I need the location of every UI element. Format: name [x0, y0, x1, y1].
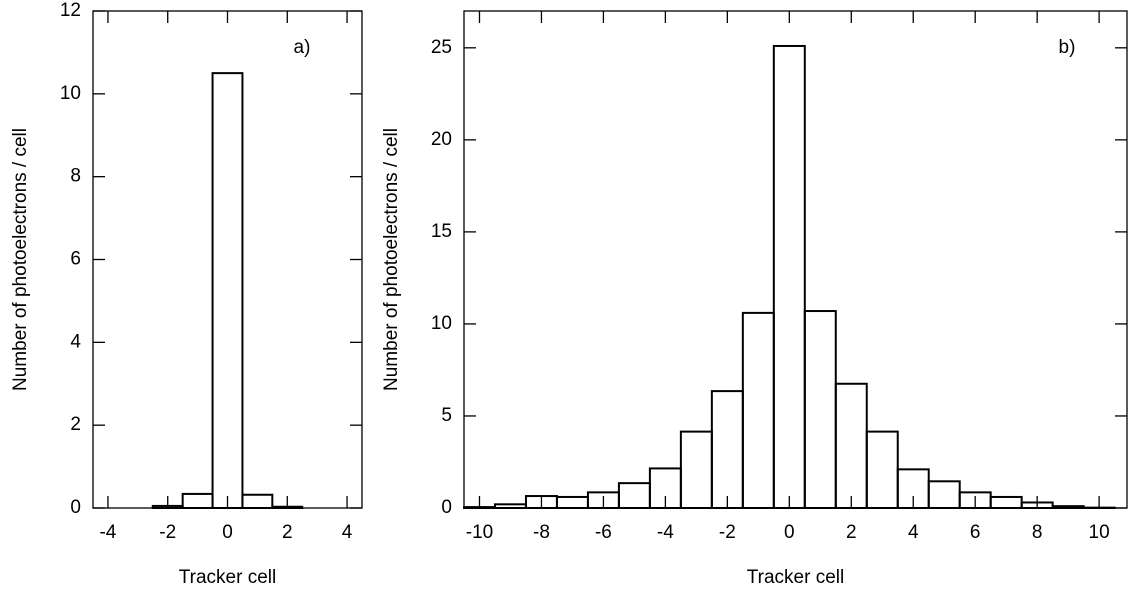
y-tick-label: 5 — [441, 405, 452, 426]
y-tick-label: 10 — [431, 313, 452, 334]
x-tick-label: 0 — [784, 522, 795, 543]
y-tick-label: 0 — [70, 497, 81, 518]
y-tick-label: 12 — [60, 0, 81, 21]
x-axis-label: Tracker cell — [747, 567, 844, 588]
bar — [803, 310, 837, 509]
panel-label: a) — [294, 37, 311, 58]
bar — [834, 382, 868, 509]
y-tick-label: 25 — [431, 37, 452, 58]
panel-label: b) — [1059, 37, 1076, 58]
x-tick-label: 6 — [970, 522, 981, 543]
y-tick-label: 15 — [431, 221, 452, 242]
bar — [865, 430, 899, 509]
x-tick-label: -2 — [719, 522, 736, 543]
bar — [741, 311, 775, 509]
y-tick-label: 10 — [60, 83, 81, 104]
y-tick-label: 0 — [441, 497, 452, 518]
x-tick-label: 8 — [1032, 522, 1043, 543]
y-tick-label: 6 — [70, 249, 81, 270]
x-tick-label: -6 — [595, 522, 612, 543]
x-tick-label: 2 — [282, 522, 293, 543]
bar — [241, 493, 274, 510]
axes-frame — [92, 10, 363, 509]
x-tick-label: 2 — [846, 522, 857, 543]
bar — [679, 430, 713, 509]
y-tick-label: 2 — [70, 414, 81, 435]
bar — [927, 480, 961, 510]
y-tick-label: 20 — [431, 129, 452, 150]
x-tick-label: 0 — [222, 522, 233, 543]
x-tick-label: 10 — [1089, 522, 1110, 543]
y-tick-label: 4 — [70, 331, 81, 352]
bar — [181, 492, 214, 510]
y-axis-label: Number of photoelectrons / cell — [381, 128, 402, 391]
x-tick-label: -4 — [657, 522, 674, 543]
x-tick-label: -2 — [159, 522, 176, 543]
x-axis-label: Tracker cell — [179, 567, 276, 588]
x-tick-label: 4 — [908, 522, 919, 543]
y-axis-label: Number of photoelectrons / cell — [10, 128, 31, 391]
bar — [555, 495, 589, 510]
x-tick-label: 4 — [342, 522, 353, 543]
x-tick-label: -4 — [99, 522, 116, 543]
bar — [211, 72, 244, 509]
y-tick-label: 8 — [70, 166, 81, 187]
bar — [617, 482, 651, 509]
x-tick-label: -8 — [533, 522, 550, 543]
bar — [989, 495, 1023, 510]
axes-frame — [463, 10, 1128, 509]
bar — [710, 390, 744, 510]
bar — [772, 44, 806, 510]
x-tick-label: -10 — [466, 522, 493, 543]
